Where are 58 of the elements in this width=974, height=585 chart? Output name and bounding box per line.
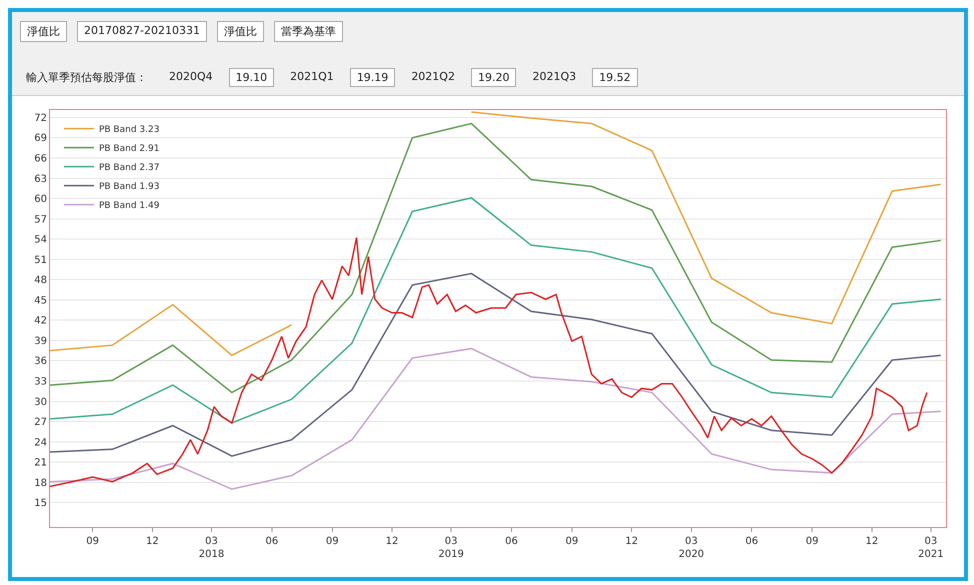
- x-tick-label: 06: [505, 536, 518, 547]
- text: 淨值比: [216, 20, 264, 42]
- text: 19.10: [228, 68, 274, 86]
- text: 2021Q3: [531, 68, 578, 84]
- text: 輸入單季預估每股淨值：: [25, 70, 148, 86]
- legend-label: PB Band 1.49: [98, 201, 160, 212]
- y-tick-label: 30: [34, 396, 47, 408]
- text: 20170827-20210331: [77, 20, 207, 42]
- line-series: [50, 197, 942, 424]
- x-tick-label: 09: [565, 536, 578, 547]
- text: 19.19: [350, 68, 396, 86]
- x-tick-label: 06: [266, 536, 278, 547]
- x-tick-label: 03 2020: [678, 536, 704, 560]
- x-tick-label: 03 2021: [918, 536, 944, 560]
- x-tick-label: 09: [86, 536, 100, 547]
- x-tick-label: 06: [745, 536, 758, 547]
- line-series: [50, 122, 942, 394]
- x-tick-label: 12: [865, 536, 878, 547]
- y-tick-label: 57: [34, 214, 47, 226]
- line-series: [50, 236, 928, 488]
- x-tick-label: 12: [146, 536, 159, 547]
- y-tick-label: 72: [34, 112, 47, 124]
- legend-label: PB Band 2.91: [98, 144, 160, 154]
- y-tick-label: 18: [34, 478, 47, 489]
- line-series: [50, 348, 942, 490]
- text: 當季為基準: [274, 20, 343, 42]
- x-tick-label: 12: [386, 536, 398, 547]
- x-tick-label: 03 2018: [198, 536, 224, 560]
- text: 2020Q4: [168, 68, 214, 84]
- y-tick-label: 66: [34, 153, 47, 164]
- y-tick-label: 24: [34, 437, 47, 448]
- y-tick-label: 21: [34, 458, 47, 469]
- y-tick-label: 15: [34, 498, 47, 510]
- y-tick-label: 39: [34, 336, 47, 347]
- y-tick-label: 54: [34, 234, 47, 246]
- x-tick-label: 12: [625, 536, 638, 547]
- y-tick-label: 69: [34, 133, 47, 144]
- x-tick-label: 09: [326, 536, 339, 547]
- text: 淨值比: [20, 20, 67, 42]
- y-tick-label: 60: [34, 194, 47, 206]
- y-tick-label: 63: [34, 174, 47, 185]
- line-series: [50, 272, 942, 457]
- x-tick-label: 09: [806, 536, 818, 547]
- legend-label: PB Band 1.93: [98, 182, 160, 192]
- y-tick-label: 42: [34, 316, 47, 327]
- y-tick-label: 48: [34, 275, 47, 286]
- y-tick-label: 33: [34, 376, 47, 388]
- legend-label: PB Band 2.37: [98, 163, 160, 174]
- y-tick-label: 27: [34, 417, 47, 428]
- x-tick-label: 03 2019: [438, 536, 464, 560]
- text: 19.52: [592, 68, 638, 86]
- legend-label: PB Band 3.23: [98, 125, 160, 136]
- text: 2021Q1: [289, 68, 335, 84]
- text: 19.20: [470, 68, 516, 86]
- y-tick-label: 45: [34, 295, 47, 306]
- text: 2021Q2: [410, 68, 456, 84]
- y-tick-label: 51: [34, 254, 47, 266]
- y-tick-label: 36: [34, 356, 47, 368]
